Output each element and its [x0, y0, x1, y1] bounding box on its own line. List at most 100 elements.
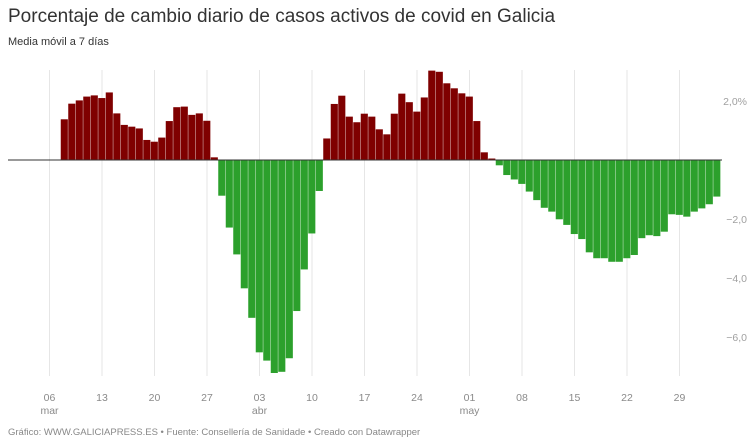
bar-17-may: 17 may: -3.13: [585, 160, 593, 253]
bar-06-abr: 06 abr: -7.18: [278, 160, 286, 372]
y-axis-labels: 2,0% −2,0 −4,0 −6,0: [723, 96, 747, 344]
bar-21-may: 21 may: -3.45: [615, 160, 623, 262]
bar-15-abr: 15 abr: 1.47: [345, 116, 353, 160]
bar-04-may: 04 may: 0.05: [488, 158, 496, 161]
y-tick-label: −2,0: [726, 214, 747, 226]
x-tick-label: 20: [149, 392, 161, 404]
y-tick-label: −4,0: [726, 273, 747, 285]
x-tick-month-label: may: [460, 405, 481, 417]
bar-08-mar: 08 mar: 1.38: [60, 119, 68, 160]
bar-10-abr: 10 abr: -2.49: [308, 160, 316, 234]
bar-26-may: 26 may: -2.58: [653, 160, 661, 237]
bar-23-mar: 23 mar: 1.79: [173, 107, 181, 160]
bar-30-abr: 30 abr: 2.26: [458, 93, 466, 160]
x-tick-label: 15: [569, 392, 581, 404]
bar-11-may: 11 may: -1.62: [540, 160, 548, 208]
bar-29-abr: 29 abr: 2.43: [450, 88, 458, 160]
bar-24-may: 24 may: -2.65: [638, 160, 646, 239]
x-tick-label: 08: [516, 392, 528, 404]
bar-05-may: 05 may: -0.18: [495, 160, 503, 166]
x-tick-label: 17: [359, 392, 371, 404]
bar-27-may: 27 may: -2.43: [660, 160, 668, 232]
bar-17-mar: 17 mar: 1.13: [128, 126, 136, 160]
bar-15-may: 15 may: -2.51: [570, 160, 578, 235]
bar-29-may: 29 may: -1.86: [675, 160, 683, 215]
bar-22-mar: 22 mar: 1.32: [165, 121, 173, 160]
bar-14-abr: 14 abr: 2.18: [338, 95, 346, 160]
bar-22-abr: 22 abr: 2.25: [398, 93, 406, 161]
bar-23-may: 23 may: -3.22: [630, 160, 638, 255]
bar-13-mar: 13 mar: 2.1: [98, 98, 106, 160]
bar-07-may: 07 may: -0.66: [510, 160, 518, 180]
bar-06-may: 06 may: -0.51: [503, 160, 511, 176]
bar-28-may: 28 may: -1.84: [668, 160, 676, 215]
x-tick-label: 29: [674, 392, 686, 404]
bar-09-mar: 09 mar: 1.91: [68, 103, 76, 160]
x-tick-label: 06: [44, 392, 56, 404]
bar-17-abr: 17 abr: 1.57: [360, 113, 368, 161]
bar-26-abr: 26 abr: 3.03: [428, 70, 436, 160]
bar-08-abr: 08 abr: -5.12: [293, 160, 301, 312]
bar-09-abr: 09 abr: -3.71: [300, 160, 308, 270]
bar-19-abr: 19 abr: 1.04: [375, 129, 383, 160]
x-tick-label: 27: [201, 392, 213, 404]
bar-chart: 08 mar: 1.3809 mar: 1.9110 mar: 2.0211 m…: [8, 70, 747, 417]
bar-20-may: 20 may: -3.45: [608, 160, 616, 262]
chart-subtitle: Media móvil a 7 días: [8, 36, 109, 48]
bar-16-mar: 16 mar: 1.19: [120, 124, 128, 160]
bar-21-mar: 21 mar: 0.76: [158, 137, 166, 160]
x-tick-label: 24: [411, 392, 423, 404]
bar-31-mar: 31 mar: -3.2: [233, 160, 241, 255]
bar-18-mar: 18 mar: 1.07: [135, 128, 143, 161]
bar-02-jun: 02 jun: -1.5: [705, 160, 713, 205]
bar-25-may: 25 may: -2.55: [645, 160, 653, 236]
bar-18-abr: 18 abr: 1.47: [368, 116, 376, 160]
chart-title: Porcentaje de cambio diario de casos act…: [8, 6, 556, 27]
x-tick-label: 01: [464, 392, 476, 404]
bar-14-may: 14 may: -2.2: [563, 160, 571, 225]
bar-03-abr: 03 abr: -6.52: [255, 160, 263, 353]
bar-16-may: 16 may: -2.68: [578, 160, 586, 240]
bar-24-abr: 24 abr: 1.64: [413, 111, 421, 160]
bar-28-abr: 28 abr: 2.6: [443, 83, 451, 160]
bar-10-may: 10 may: -1.36: [533, 160, 541, 201]
bar-26-mar: 26 mar: 1.58: [195, 113, 203, 160]
bar-25-abr: 25 abr: 2.12: [420, 97, 428, 160]
bar-25-mar: 25 mar: 1.53: [188, 114, 196, 160]
x-tick-label: 22: [621, 392, 633, 404]
bar-03-jun: 03 jun: -1.24: [713, 160, 721, 197]
x-tick-month-label: abr: [252, 405, 268, 417]
bar-19-mar: 19 mar: 0.68: [143, 139, 151, 160]
bar-01-may: 01 may: 2.15: [465, 96, 473, 160]
bar-27-abr: 27 abr: 2.99: [435, 71, 443, 160]
bars: 08 mar: 1.3809 mar: 1.9110 mar: 2.0211 m…: [60, 70, 721, 373]
bar-14-mar: 14 mar: 2.29: [105, 92, 113, 160]
x-tick-label: 13: [96, 392, 108, 404]
bar-23-abr: 23 abr: 1.96: [405, 102, 413, 160]
bar-16-abr: 16 abr: 1.28: [353, 122, 361, 160]
bar-24-mar: 24 mar: 1.81: [180, 106, 188, 160]
bar-12-mar: 12 mar: 2.19: [90, 95, 98, 160]
bar-10-mar: 10 mar: 2.02: [75, 100, 83, 160]
y-tick-label: 2,0%: [723, 96, 747, 108]
bar-12-abr: 12 abr: 0.73: [323, 138, 331, 161]
bar-09-may: 09 may: -1.07: [525, 160, 533, 192]
bar-03-may: 03 may: 0.26: [480, 152, 488, 160]
bar-05-abr: 05 abr: -7.22: [270, 160, 278, 373]
bar-27-mar: 27 mar: 1.33: [203, 120, 211, 160]
bar-20-abr: 20 abr: 0.87: [383, 134, 391, 160]
bar-04-abr: 04 abr: -6.8: [263, 160, 271, 361]
bar-19-may: 19 may: -3.33: [600, 160, 608, 259]
bar-07-abr: 07 abr: -6.72: [285, 160, 293, 359]
bar-11-mar: 11 mar: 2.15: [83, 96, 91, 160]
bar-01-abr: 01 abr: -4.35: [240, 160, 248, 289]
bar-31-may: 31 may: -1.75: [690, 160, 698, 212]
bar-13-abr: 13 abr: 1.9: [330, 103, 338, 160]
y-tick-label: −6,0: [726, 332, 747, 344]
x-tick-label: 10: [306, 392, 318, 404]
bar-28-mar: 28 mar: 0.09: [210, 157, 218, 160]
x-tick-label: 03: [254, 392, 266, 404]
bar-01-jun: 01 jun: -1.64: [698, 160, 706, 209]
bar-12-may: 12 may: -1.75: [548, 160, 556, 212]
